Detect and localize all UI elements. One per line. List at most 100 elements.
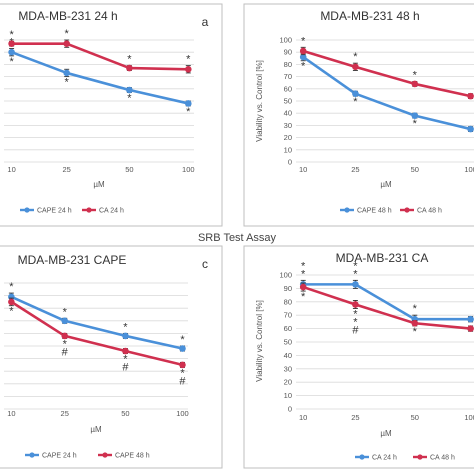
data-point	[411, 80, 419, 88]
y-tick-label: 60	[284, 324, 292, 333]
data-point	[352, 281, 359, 288]
x-axis-label: µM	[90, 425, 102, 434]
significance-mark: *	[353, 317, 358, 329]
x-tick-label: 25	[61, 409, 69, 418]
series-line	[302, 49, 471, 98]
data-point	[185, 100, 192, 107]
data-point	[61, 317, 69, 325]
legend-swatch-marker	[86, 207, 92, 213]
x-tick-label: 100	[464, 165, 474, 174]
series-line	[303, 283, 471, 321]
panel-frame	[0, 3, 223, 227]
legend-swatch-marker	[29, 452, 35, 458]
significance-mark: *	[186, 106, 191, 118]
chart-title: MDA-MB-231 24 h	[18, 9, 117, 23]
chart-panel-b: MDA-MB-231 48 h 0 10 20 30 40 50 60 70 80 90 100 Via…	[243, 3, 474, 227]
series-line	[11, 42, 189, 71]
y-tick-label: 10	[284, 145, 292, 154]
significance-mark: *	[413, 303, 418, 315]
data-point	[352, 90, 359, 97]
significance-mark: *	[301, 61, 306, 73]
y-tick-label: 90	[284, 48, 292, 57]
data-point	[467, 315, 474, 323]
data-point	[8, 40, 15, 47]
significance-mark: *	[413, 69, 418, 81]
legend-label: CAPE 24 h	[37, 208, 72, 215]
data-point	[179, 361, 186, 369]
data-point	[8, 298, 15, 306]
significance-mark: *	[353, 268, 358, 280]
x-axis-label: µM	[93, 180, 105, 189]
x-axis-label: µM	[380, 180, 392, 189]
x-tick-label: 25	[63, 165, 71, 174]
legend-label: CAPE 48 h	[357, 208, 392, 215]
chart-title: MDA-MB-231 48 h	[320, 9, 419, 23]
y-tick-label: 0	[288, 158, 292, 167]
x-tick-label: 50	[411, 165, 419, 174]
significance-mark: *	[127, 92, 132, 104]
y-tick-label: 80	[284, 297, 292, 306]
x-tick-label: 25	[351, 413, 359, 422]
significance-mark: *	[186, 54, 191, 66]
data-point	[411, 319, 419, 327]
panel-label: c	[202, 257, 208, 271]
series-line	[10, 300, 183, 367]
data-point	[352, 63, 359, 71]
significance-mark: *	[63, 338, 68, 350]
y-tick-label: 20	[284, 133, 292, 142]
data-point	[352, 301, 359, 308]
data-point	[126, 86, 133, 94]
significance-mark: *	[180, 367, 185, 379]
significance-mark: *	[301, 35, 306, 47]
data-point	[299, 283, 307, 291]
y-tick-label: 30	[284, 121, 292, 130]
series-line	[10, 295, 183, 350]
significance-mark: *	[301, 268, 306, 280]
data-point	[61, 332, 69, 340]
legend-swatch-marker	[24, 207, 30, 213]
legend-swatch-marker	[417, 454, 423, 460]
significance-mark: *	[9, 29, 14, 41]
legend-swatch-marker	[344, 207, 350, 213]
data-point	[122, 332, 129, 340]
data-point	[299, 47, 307, 55]
significance-mark: *	[353, 51, 358, 63]
panel-label: a	[202, 15, 209, 29]
x-tick-label: 100	[464, 413, 474, 422]
data-point	[179, 345, 186, 352]
y-tick-label: 50	[284, 97, 292, 106]
significance-mark: *	[353, 96, 358, 108]
significance-mark: *	[9, 281, 14, 293]
panel-frame	[243, 3, 474, 227]
x-tick-label: 10	[299, 165, 307, 174]
legend-label: CA 48 h	[430, 455, 455, 462]
significance-mark: #	[122, 362, 129, 374]
chart-panel-d: MDA-MB-231 CA 0 10 20 30 40 50 60 70 80 90 100 Viabi…	[243, 245, 474, 469]
significance-mark: *	[301, 260, 306, 272]
y-tick-label: 60	[284, 84, 292, 93]
significance-mark: *	[123, 321, 128, 333]
significance-mark: *	[65, 77, 70, 89]
significance-mark: *	[9, 306, 14, 318]
y-axis-label: Viability vs. Control [%]	[255, 300, 264, 382]
x-tick-label: 50	[121, 409, 129, 418]
data-point	[411, 112, 419, 119]
chart-title: MDA-MB-231 CA	[336, 251, 429, 265]
y-tick-label: 30	[284, 364, 292, 373]
significance-mark: *	[413, 326, 418, 338]
x-tick-label: 100	[176, 409, 189, 418]
x-tick-label: 50	[125, 165, 133, 174]
data-point	[8, 48, 15, 56]
y-tick-label: 20	[284, 378, 292, 387]
panel-frame	[0, 245, 223, 469]
chart-title: MDA-MB-231 CAPE	[18, 253, 127, 267]
legend-swatch-marker	[404, 207, 410, 213]
figure-title: SRB Test Assay	[198, 232, 277, 244]
x-tick-label: 10	[7, 165, 15, 174]
significance-mark: *	[9, 56, 14, 68]
legend-swatch-marker	[359, 454, 365, 460]
y-axis-label: Viability vs. Control [%]	[255, 60, 264, 142]
chart-panel-c: MDA-MB-231 CAPE c 10 25 50 100 µM * * * * CAPE 24 h…	[0, 245, 223, 469]
data-point	[63, 69, 70, 77]
